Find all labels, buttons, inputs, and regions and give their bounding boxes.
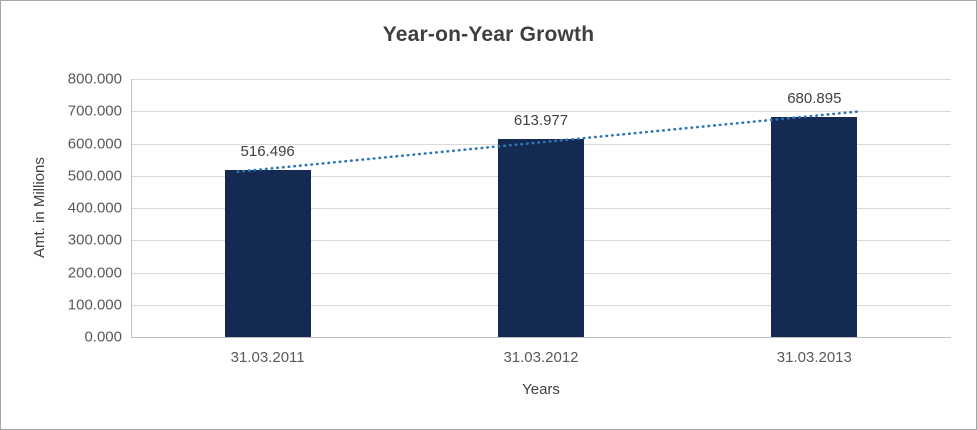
x-tick-label: 31.03.2013 <box>776 349 852 366</box>
bar-value-label: 680.895 <box>787 90 842 108</box>
bar-value-label: 516.496 <box>240 143 295 161</box>
trendline <box>236 110 862 173</box>
y-tick-label: 600.000 <box>67 135 122 152</box>
bar <box>224 170 311 337</box>
x-tick-label: 31.03.2012 <box>503 349 579 366</box>
y-tick-label: 0.000 <box>84 328 122 346</box>
bar <box>771 117 858 337</box>
bar-value-label: 613.977 <box>513 111 569 129</box>
y-tick-label: 800.000 <box>67 70 122 88</box>
y-tick-label: 500.000 <box>67 167 122 185</box>
trendline-path <box>236 110 862 173</box>
y-axis-line <box>131 79 132 337</box>
gridline <box>131 79 951 80</box>
chart-title: Year-on-Year Growth <box>382 23 595 46</box>
bar <box>498 138 584 337</box>
x-axis-line <box>131 337 951 338</box>
y-tick-label: 700.000 <box>67 102 122 120</box>
y-tick-label: 200.000 <box>67 264 122 281</box>
y-tick-label: 400.000 <box>67 199 122 217</box>
y-tick-label: 100.000 <box>67 296 122 314</box>
x-axis-title: Years <box>522 381 560 398</box>
gridline <box>131 111 951 113</box>
x-tick-label: 31.03.2011 <box>230 349 305 366</box>
y-tick-label: 300.000 <box>67 231 122 249</box>
